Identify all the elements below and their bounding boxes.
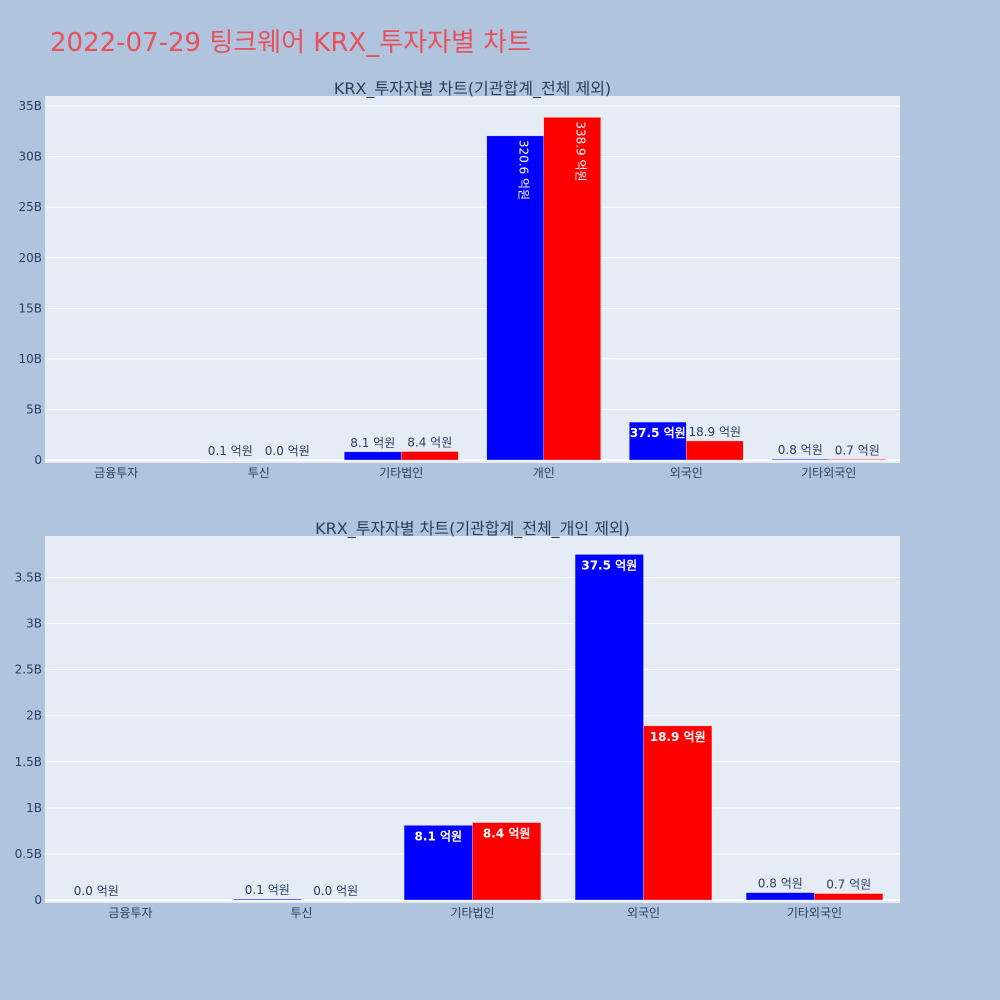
x-tick-label: 금융투자 xyxy=(94,466,138,480)
y-tick-label: 15B xyxy=(18,301,42,315)
x-tick-label: 투신 xyxy=(290,906,312,920)
bar-blue xyxy=(344,451,402,461)
x-tick-label: 외국인 xyxy=(627,906,660,920)
data-label: 338.9 억원 xyxy=(573,121,587,181)
x-tick-label: 개인 xyxy=(533,466,555,480)
chart-panel-1: 0 5B 10B 15B 20B 25B 30B 35B KRX_투자자별 차트(기관합계_전체… xyxy=(18,79,900,480)
bar-blue xyxy=(629,421,687,461)
bar-red xyxy=(401,451,459,461)
data-label: 18.9 억원 xyxy=(650,730,706,744)
bar-blue xyxy=(771,458,829,461)
chart-title: KRX_투자자별 차트(기관합계_전체 제외) xyxy=(334,79,611,99)
y-tick-label: 3B xyxy=(26,617,42,631)
x-tick-label: 기타외국인 xyxy=(801,466,856,480)
data-label: 8.4 억원 xyxy=(407,436,452,450)
plot-area xyxy=(45,96,900,463)
x-tick-label: 금융투자 xyxy=(108,906,152,920)
x-tick-label: 기타외국인 xyxy=(787,906,842,920)
bar-blue xyxy=(574,554,644,901)
page-title: 2022-07-29 팅크웨어 KRX_투자자별 차트 xyxy=(50,28,532,58)
bar-blue xyxy=(232,898,302,901)
bar-red xyxy=(814,893,884,901)
y-tick-label: 0 xyxy=(34,893,42,907)
x-tick-label: 기타법인 xyxy=(379,466,423,480)
y-tick-label: 25B xyxy=(18,200,42,214)
data-label: 0.7 억원 xyxy=(835,443,880,457)
data-label: 0.1 억원 xyxy=(208,444,253,458)
y-tick-label: 20B xyxy=(18,251,42,265)
data-label: 37.5 억원 xyxy=(581,558,637,572)
data-label: 0.0 억원 xyxy=(265,444,310,458)
data-label: 0.7 억원 xyxy=(826,878,871,892)
data-label: 37.5 억원 xyxy=(630,426,686,440)
data-label: 0.8 억원 xyxy=(778,443,823,457)
chart-panel-2: 0 0.5B 1B 1.5B 2B 2.5B 3B 3.5B KRX_투자자별 차트(기관합계_… xyxy=(15,519,900,920)
bar-red xyxy=(643,725,713,901)
data-label: 18.9 억원 xyxy=(688,425,741,439)
x-tick-label: 기타법인 xyxy=(450,906,494,920)
data-label: 8.1 억원 xyxy=(415,829,463,843)
y-tick-label: 0 xyxy=(34,453,42,467)
chart-title: KRX_투자자별 차트(기관합계_전체_개인 제외) xyxy=(315,519,630,539)
bar-blue xyxy=(403,825,473,901)
data-label: 0.8 억원 xyxy=(758,877,803,891)
y-tick-label: 1B xyxy=(26,801,42,815)
y-tick-label: 35B xyxy=(18,99,42,113)
x-tick-label: 외국인 xyxy=(670,466,703,480)
y-tick-label: 3.5B xyxy=(15,570,42,584)
y-tick-label: 2.5B xyxy=(15,663,42,677)
y-tick-label: 30B xyxy=(18,150,42,164)
x-tick-label: 투신 xyxy=(248,466,270,480)
data-label: 320.6 억원 xyxy=(516,140,530,200)
bar-blue xyxy=(486,135,544,461)
data-label: 8.1 억원 xyxy=(350,436,395,450)
bar-blue xyxy=(745,892,815,901)
data-label: 0.0 억원 xyxy=(74,884,119,898)
y-tick-label: 5B xyxy=(26,402,42,416)
y-tick-label: 2B xyxy=(26,709,42,723)
bar-red xyxy=(686,440,744,461)
data-label: 8.4 억원 xyxy=(483,827,531,841)
data-label: 0.0 억원 xyxy=(313,884,358,898)
bar-red xyxy=(543,117,601,461)
data-label: 0.1 억원 xyxy=(245,883,290,897)
bar-red xyxy=(472,822,542,901)
y-tick-label: 1.5B xyxy=(15,755,42,769)
y-tick-label: 0.5B xyxy=(15,847,42,861)
bar-red xyxy=(828,459,886,461)
y-tick-label: 10B xyxy=(18,352,42,366)
